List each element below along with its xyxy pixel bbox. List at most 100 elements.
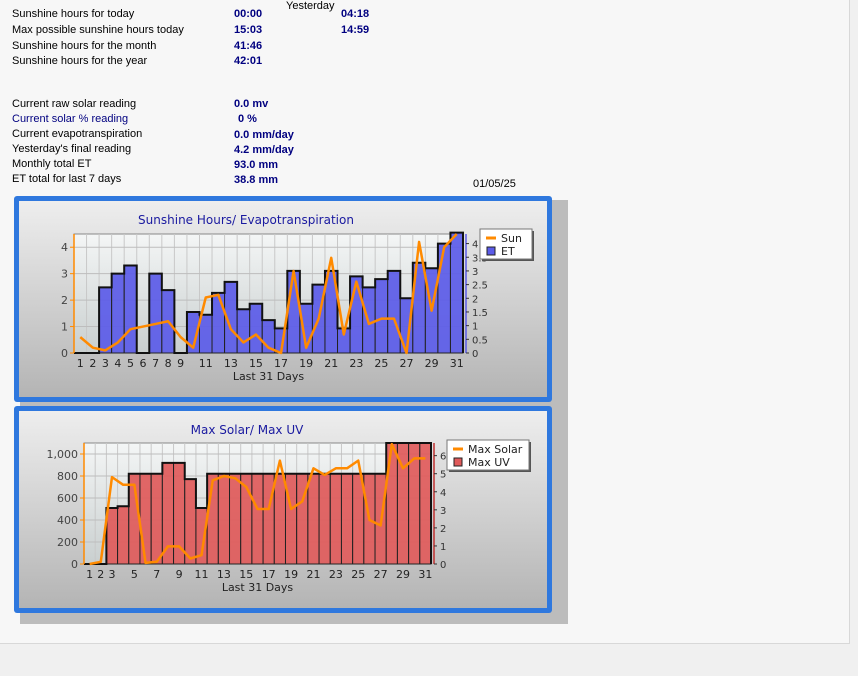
- bar: [349, 275, 364, 354]
- sunshine-yesterday-value: 04:18: [341, 8, 370, 20]
- right-tick-label: 4: [440, 488, 446, 499]
- bar: [437, 243, 451, 354]
- x-tick-label: 2: [89, 357, 96, 370]
- x-tick-label: 15: [249, 357, 263, 370]
- series-line: [89, 442, 426, 566]
- x-tick-label: 21: [324, 357, 338, 370]
- x-tick-label: 6: [140, 357, 147, 370]
- bar: [449, 232, 464, 354]
- bar: [98, 286, 113, 354]
- x-tick-label: 23: [329, 568, 343, 581]
- evapotranspiration-label: Current evapotranspiration: [12, 128, 143, 140]
- x-axis-label: Last 31 Days: [222, 581, 294, 594]
- right-tick-label: 1: [440, 542, 446, 553]
- right-tick-label: 1.5: [472, 308, 488, 319]
- left-tick-label: 200: [57, 536, 78, 549]
- bar-outline: [74, 231, 464, 354]
- x-tick-label: 29: [396, 568, 410, 581]
- bar: [286, 270, 301, 354]
- left-tick-label: 0: [61, 347, 68, 360]
- x-tick-label: 1: [77, 357, 84, 370]
- solar-uv-chart-frame: Max Solar/ Max UV 0 200 400 600 800 1,000 0 1 2 3 4…: [14, 406, 552, 613]
- bar: [273, 473, 286, 565]
- legend-label: Sun: [501, 232, 522, 245]
- bar: [184, 478, 197, 565]
- x-tick-label: 25: [374, 357, 388, 370]
- right-tick-label: 0: [440, 560, 446, 571]
- date-label: 01/05/25: [473, 178, 516, 190]
- x-tick-label: 19: [284, 568, 298, 581]
- bar: [374, 278, 389, 354]
- raw-solar-label: Current raw solar reading: [12, 98, 137, 110]
- x-tick-label: 4: [114, 357, 121, 370]
- monthly-et-value: 93.0 mm: [234, 159, 279, 171]
- x-tick-label: 1: [86, 568, 93, 581]
- yesterday-header: Yesterday: [286, 0, 335, 12]
- x-tick-label: 13: [217, 568, 231, 581]
- bar: [117, 505, 130, 565]
- right-tick-label: 2.5: [472, 281, 488, 292]
- monthly-et-label: Monthly total ET: [12, 158, 92, 170]
- bar: [229, 473, 242, 565]
- sunshine-et-chart-frame: Sunshine Hours/ Evapotranspiration 0 1 2 3 4 0…: [14, 196, 552, 402]
- sunshine-today-value: 00:00: [234, 8, 263, 20]
- x-tick-label: 17: [274, 357, 288, 370]
- right-tick-label: 3: [472, 267, 478, 278]
- x-tick-label: 9: [176, 568, 183, 581]
- x-tick-label: 8: [165, 357, 172, 370]
- x-tick-label: 29: [425, 357, 439, 370]
- bar: [198, 314, 213, 354]
- right-tick-label: 3: [440, 506, 446, 517]
- bar: [139, 473, 152, 565]
- chart-title: Sunshine Hours/ Evapotranspiration: [138, 213, 354, 227]
- et-7days-label: ET total for last 7 days: [12, 173, 122, 185]
- bar: [211, 292, 226, 354]
- x-tick-label: 3: [102, 357, 109, 370]
- left-tick-label: 1,000: [47, 448, 79, 461]
- sunshine-year-value: 42:01: [234, 55, 263, 67]
- x-tick-label: 25: [351, 568, 365, 581]
- right-tick-label: 0: [472, 349, 478, 360]
- bar: [249, 303, 263, 354]
- sunshine-year-label: Sunshine hours for the year: [12, 55, 148, 67]
- right-tick-label: 2: [472, 294, 478, 305]
- weather-page: Yesterday Sunshine hours for today 00:00…: [0, 0, 850, 644]
- right-tick-label: 2: [440, 524, 446, 535]
- bar: [387, 270, 401, 354]
- x-tick-label: 5: [127, 357, 134, 370]
- x-tick-label: 19: [299, 357, 313, 370]
- legend-label: Max UV: [468, 456, 510, 469]
- bar: [329, 473, 342, 565]
- sunshine-today-label: Sunshine hours for today: [12, 8, 135, 20]
- x-tick-label: 9: [177, 357, 184, 370]
- max-sunshine-yesterday-value: 14:59: [341, 24, 370, 36]
- sunshine-month-label: Sunshine hours for the month: [12, 40, 157, 52]
- x-tick-label: 27: [374, 568, 388, 581]
- bar: [123, 264, 138, 354]
- bar: [419, 442, 432, 565]
- bar: [385, 442, 398, 565]
- bar: [105, 507, 119, 565]
- series-line: [79, 233, 458, 355]
- legend-bar-swatch: [453, 457, 463, 467]
- raw-solar-value: 0.0 mv: [234, 98, 269, 110]
- evapotranspiration-value: 0.0 mm/day: [234, 129, 294, 141]
- chart-title: Max Solar/ Max UV: [191, 423, 304, 437]
- bar: [236, 308, 251, 354]
- et-7days-value: 38.8 mm: [234, 174, 279, 186]
- bar: [217, 473, 231, 565]
- yesterday-final-value: 4.2 mm/day: [234, 144, 294, 156]
- x-tick-label: 3: [108, 568, 115, 581]
- left-tick-label: 1: [61, 321, 68, 334]
- right-tick-label: 0.5: [472, 335, 488, 346]
- x-tick-label: 5: [131, 568, 138, 581]
- max-sunshine-today-value: 15:03: [234, 24, 263, 36]
- max-sunshine-label: Max possible sunshine hours today: [12, 24, 184, 36]
- left-tick-label: 400: [57, 514, 78, 527]
- left-tick-label: 3: [61, 268, 68, 281]
- x-tick-label: 17: [262, 568, 276, 581]
- yesterday-final-label: Yesterday's final reading: [12, 143, 132, 155]
- bar: [307, 473, 320, 565]
- left-tick-label: 2: [61, 294, 68, 307]
- x-tick-label: 7: [152, 357, 159, 370]
